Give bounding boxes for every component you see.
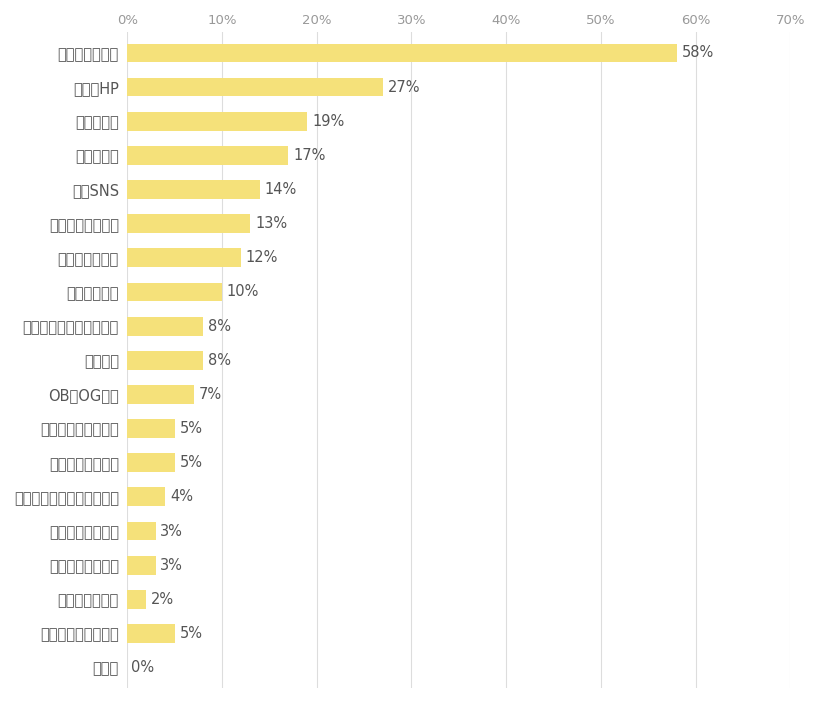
Text: 7%: 7% bbox=[198, 387, 221, 402]
Text: 4%: 4% bbox=[170, 489, 192, 504]
Bar bbox=[127, 590, 146, 609]
Bar bbox=[127, 44, 676, 62]
Text: 3%: 3% bbox=[161, 557, 183, 573]
Text: 5%: 5% bbox=[179, 626, 202, 641]
Bar bbox=[127, 385, 193, 404]
Text: 8%: 8% bbox=[208, 319, 231, 333]
Text: 3%: 3% bbox=[161, 524, 183, 538]
Text: 17%: 17% bbox=[293, 148, 325, 163]
Bar bbox=[127, 180, 260, 199]
Bar bbox=[127, 351, 203, 370]
Text: 8%: 8% bbox=[208, 353, 231, 368]
Bar bbox=[127, 624, 174, 643]
Text: 2%: 2% bbox=[151, 592, 174, 607]
Text: 14%: 14% bbox=[265, 182, 296, 197]
Text: 5%: 5% bbox=[179, 455, 202, 470]
Text: 0%: 0% bbox=[131, 660, 154, 675]
Bar bbox=[127, 419, 174, 438]
Bar bbox=[127, 78, 383, 96]
Bar bbox=[127, 249, 241, 267]
Text: 58%: 58% bbox=[681, 46, 713, 60]
Text: 10%: 10% bbox=[227, 284, 259, 300]
Text: 27%: 27% bbox=[387, 79, 420, 95]
Bar bbox=[127, 146, 288, 165]
Bar bbox=[127, 453, 174, 472]
Bar bbox=[127, 112, 307, 131]
Text: 19%: 19% bbox=[312, 114, 344, 128]
Bar bbox=[127, 522, 156, 541]
Text: 5%: 5% bbox=[179, 421, 202, 436]
Text: 13%: 13% bbox=[255, 216, 287, 231]
Bar bbox=[127, 317, 203, 336]
Bar bbox=[127, 556, 156, 574]
Bar bbox=[127, 487, 165, 506]
Bar bbox=[127, 283, 222, 301]
Text: 12%: 12% bbox=[246, 251, 278, 265]
Bar bbox=[127, 214, 251, 233]
